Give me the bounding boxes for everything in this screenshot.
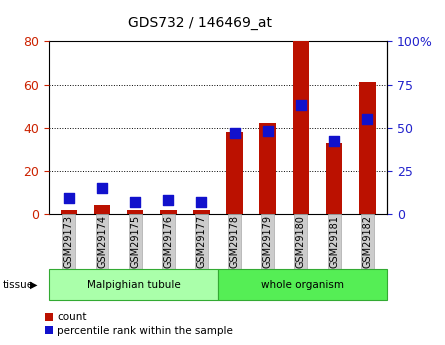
Point xyxy=(65,196,73,201)
Bar xyxy=(61,209,77,214)
Text: tissue: tissue xyxy=(2,280,33,289)
Point xyxy=(165,197,172,203)
Point xyxy=(231,130,238,136)
Bar xyxy=(193,209,210,214)
Bar xyxy=(326,143,342,214)
Point xyxy=(198,199,205,205)
Bar xyxy=(293,41,309,214)
Text: Malpighian tubule: Malpighian tubule xyxy=(87,280,180,289)
Point xyxy=(264,128,271,134)
Text: whole organism: whole organism xyxy=(261,280,344,289)
Bar xyxy=(94,205,110,214)
Point xyxy=(297,102,304,108)
Point xyxy=(331,139,338,144)
Legend: count, percentile rank within the sample: count, percentile rank within the sample xyxy=(41,308,238,340)
Text: GDS732 / 146469_at: GDS732 / 146469_at xyxy=(128,16,272,30)
Bar xyxy=(227,132,243,214)
Point xyxy=(364,116,371,122)
Bar xyxy=(359,82,376,214)
Bar xyxy=(259,123,276,214)
Bar xyxy=(127,209,143,214)
Point xyxy=(98,185,105,191)
Text: ▶: ▶ xyxy=(30,280,38,289)
Bar xyxy=(160,209,177,214)
Point xyxy=(132,199,139,205)
